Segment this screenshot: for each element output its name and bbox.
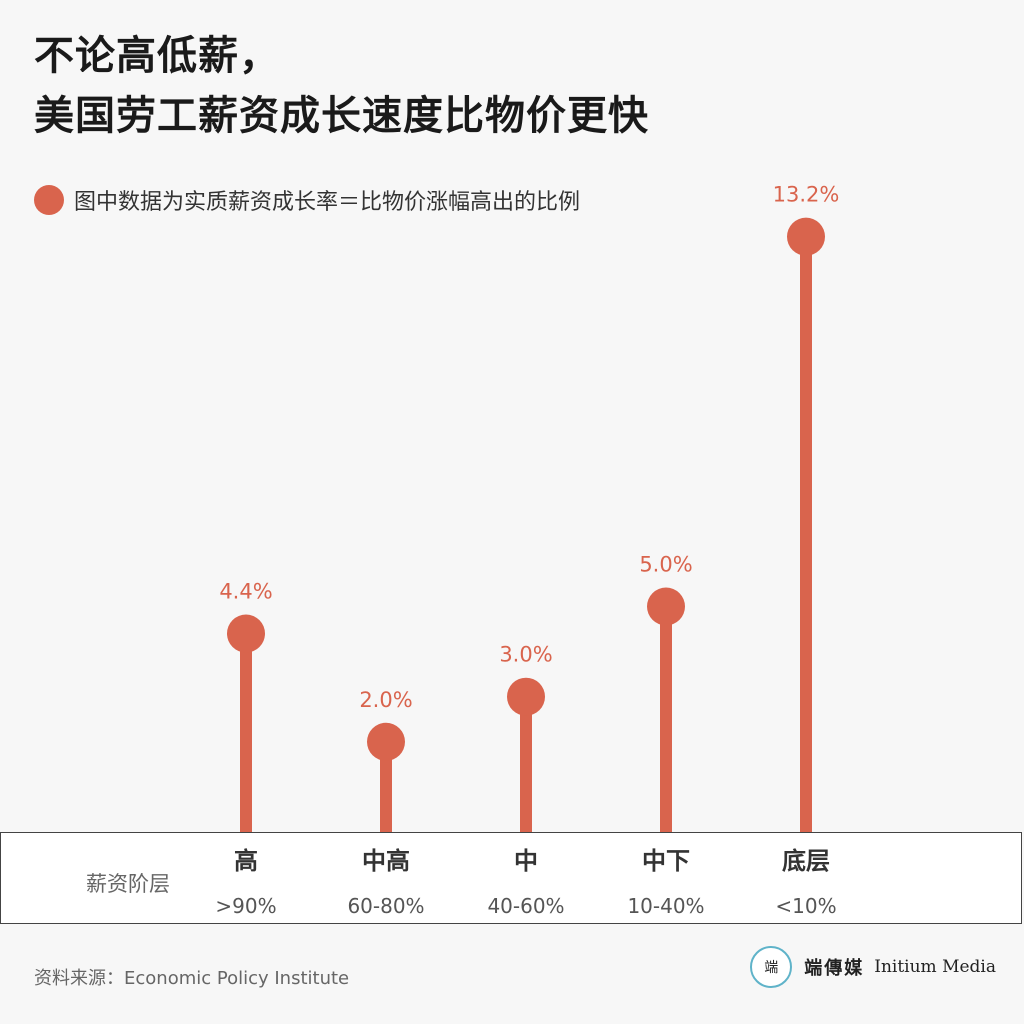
initium-logo-icon: 端 xyxy=(750,946,793,988)
value-label-bottom: 13.2% xyxy=(773,183,840,207)
point-upper-middle xyxy=(367,722,405,761)
point-high xyxy=(227,614,265,653)
point-lower-middle xyxy=(647,587,685,626)
brand-name-cn: 端傳媒 xyxy=(804,958,865,979)
category-name: 底层 xyxy=(782,847,830,875)
legend: 图中数据为实质薪资成长率＝比物价涨幅高出的比例 xyxy=(34,184,580,216)
category-range: 10-40% xyxy=(627,894,705,918)
source-note: 资料来源：Economic Policy Institute xyxy=(34,968,350,989)
category-range: >90% xyxy=(215,894,277,918)
value-label-upper-middle: 2.0% xyxy=(359,688,412,712)
category-range: 40-60% xyxy=(487,894,565,918)
value-label-middle: 3.0% xyxy=(499,643,552,667)
category-range: <10% xyxy=(775,894,837,918)
axis-row-label: 薪资阶层 xyxy=(86,872,170,896)
value-label-lower-middle: 5.0% xyxy=(639,553,692,577)
category-name: 中高 xyxy=(362,847,410,875)
point-middle xyxy=(507,677,545,716)
point-bottom xyxy=(787,217,825,256)
title-line-2: 美国劳工薪资成长速度比物价更快 xyxy=(34,93,649,139)
category-middle: 中 40-60% xyxy=(456,836,596,920)
category-name: 高 xyxy=(234,847,258,875)
title-line-1: 不论高低薪， xyxy=(34,33,280,79)
category-upper-middle: 中高 60-80% xyxy=(316,836,456,920)
chart-title: 不论高低薪， 美国劳工薪资成长速度比物价更快 xyxy=(34,26,994,146)
category-bottom: 底层 <10% xyxy=(736,836,876,920)
category-lower-middle: 中下 10-40% xyxy=(596,836,736,920)
brand-name-en: Initium Media xyxy=(874,957,996,977)
legend-dot-icon xyxy=(34,185,64,215)
value-label-high: 4.4% xyxy=(219,580,272,604)
legend-text: 图中数据为实质薪资成长率＝比物价涨幅高出的比例 xyxy=(74,190,581,215)
category-range: 60-80% xyxy=(347,894,425,918)
category-name: 中 xyxy=(514,847,538,875)
category-high: 高 >90% xyxy=(176,836,316,920)
category-axis-box xyxy=(0,832,1022,924)
brand: 端 端傳媒 Initium Media xyxy=(750,946,996,988)
category-name: 中下 xyxy=(642,847,690,875)
